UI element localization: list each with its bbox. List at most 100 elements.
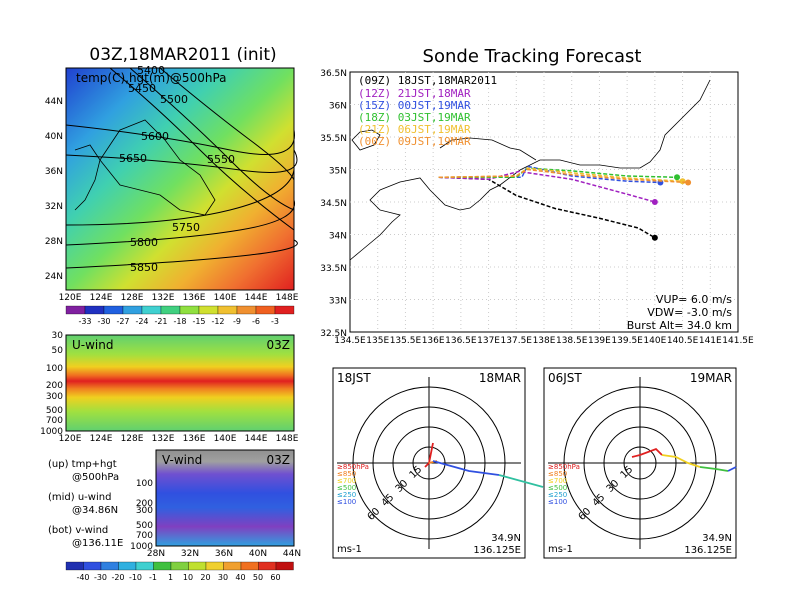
vwind-time: 03Z (267, 453, 291, 467)
level-legend-item: ≤700 (548, 477, 567, 485)
level-legend-item: ≤850 (337, 470, 356, 478)
run-legend-item: (00Z) 09JST,19MAR (358, 135, 471, 148)
level-tick-label: 500 (46, 406, 63, 416)
colorbar-swatch (179, 305, 200, 315)
level-tick-label: 1000 (130, 542, 153, 552)
level-tick-label: 500 (136, 521, 153, 531)
wind-colorbar: -40 -30 -20 -10 -1 1 10 20 30 40 50 60 (65, 561, 294, 582)
run-header: (09Z) 18JST,18MAR2011 (358, 74, 497, 87)
track-endpoint (685, 179, 692, 186)
colorbar-label: -24 (135, 317, 148, 326)
level-tick-label: 300 (136, 506, 153, 516)
lon-tick-label: 134.5E (334, 336, 366, 346)
lon-tick-label: 144E (245, 293, 268, 303)
lat-tick-label: 32N (181, 549, 199, 559)
lat-tick-label: 34.5N (320, 199, 347, 209)
legend-bot: (bot) v-wind (48, 525, 108, 536)
lon-tick-label: 139E (588, 336, 611, 346)
colorbar-label: -10 (129, 573, 142, 582)
colorbar-swatch (141, 305, 162, 315)
track-series (438, 165, 692, 241)
colorbar-label: 30 (218, 573, 228, 582)
temperature-map: temp(C),hgt(m)@500hPa 5400 5450 5500 555… (45, 64, 299, 303)
lon-tick-label: 140.5E (667, 336, 699, 346)
lat-tick-label: 28N (147, 549, 165, 559)
wind-profile-line (727, 466, 737, 472)
colorbar-label: -30 (94, 573, 107, 582)
wind-profile-line (699, 466, 729, 472)
colorbar-label: 40 (235, 573, 245, 582)
lon-tick-label: 120E (59, 293, 82, 303)
colorbar-label: -33 (78, 317, 91, 326)
lon-tick-label: 138.5E (556, 336, 588, 346)
lat-tick-label: 36N (45, 167, 63, 177)
lon-tick-label: 136E (183, 293, 206, 303)
level-tick-label: 50 (52, 346, 64, 356)
colorbar-label: -21 (154, 317, 167, 326)
level-tick-label: 200 (136, 499, 153, 509)
colorbar-swatch (160, 305, 181, 315)
colorbar-swatch (240, 561, 259, 571)
colorbar-label: -3 (271, 317, 279, 326)
level-tick-label: 100 (46, 364, 63, 374)
contour-label: 5550 (207, 153, 235, 166)
legend-up: (up) tmp+hgt (48, 459, 117, 470)
track-endpoint (679, 178, 686, 185)
track-lon-ticks: 134.5E 135E 135.5E 136E 136.5E 137E 137.5E 138E… (334, 336, 754, 346)
contour-label: 5750 (172, 221, 200, 234)
colorbar-label: -20 (111, 573, 124, 582)
lat-tick-label: 44N (283, 549, 301, 559)
lat-tick-label: 36N (215, 549, 233, 559)
wind-profile-line (432, 460, 500, 476)
colorbar-label: 10 (183, 573, 193, 582)
lat-tick-label: 40N (45, 132, 63, 142)
level-tick-label: 100 (136, 479, 153, 489)
level-tick-label: 1000 (40, 427, 63, 437)
level-legend-item: ≥850hPa (548, 463, 580, 471)
info-burst: Burst Alt= 34.0 km (627, 319, 732, 332)
lon-tick-label: 137E (477, 336, 500, 346)
lon-tick-label: 141E (699, 336, 722, 346)
info-vdw: VDW= -3.0 m/s (647, 306, 732, 319)
polar-left-date: 18MAR (479, 371, 521, 385)
lat-tick-label: 32N (45, 202, 63, 212)
contour-label: 5650 (119, 152, 147, 165)
lon-tick-label: 138E (533, 336, 556, 346)
uwind-lon-ticks: 120E 124E 128E 132E 136E 140E 144E 148E (59, 434, 299, 444)
colorbar-swatch (236, 305, 257, 315)
lat-tick-label: 28N (45, 237, 63, 247)
run-legend-item: (18Z) 03JST,19MAR (358, 111, 471, 124)
lat-tick-label: 34N (329, 232, 347, 242)
info-vup: VUP= 6.0 m/s (656, 293, 732, 306)
polar-right-unit: ms-1 (548, 544, 573, 555)
level-legend-item: ≥850hPa (337, 463, 369, 471)
level-legend-item: ≤100 (548, 498, 567, 506)
coastline (439, 137, 537, 161)
polar-left-unit: ms-1 (337, 544, 362, 555)
lon-tick-label: 140E (214, 293, 237, 303)
vwind-label: V-wind (162, 453, 202, 467)
wind-profile-line (498, 474, 544, 488)
left-title: 03Z,18MAR2011 (init) (89, 45, 276, 65)
lon-tick-label: 128E (121, 434, 144, 444)
polar-right-date: 19MAR (690, 371, 732, 385)
colorbar-swatch (205, 561, 224, 571)
polar-right-coord1: 34.9N (702, 533, 732, 544)
contour-labels: 5400 5450 5500 5550 5600 5650 5750 5800 … (119, 64, 235, 274)
lat-tick-label: 36N (329, 102, 347, 112)
contour-label: 5450 (128, 82, 156, 95)
level-legend-item: ≤500 (337, 484, 356, 492)
colorbar-swatch (118, 561, 137, 571)
contour-label: 5600 (141, 130, 169, 143)
legend-mid: (mid) u-wind (48, 492, 111, 503)
track-line (438, 167, 678, 179)
colorbar-swatch (170, 561, 189, 571)
lon-tick-label: 135.5E (390, 336, 422, 346)
vwind-lat-ticks: 28N 32N 36N 40N 44N (147, 549, 301, 559)
level-legend-item: ≤500 (548, 484, 567, 492)
map-lat-ticks: 44N 40N 36N 32N 28N 24N (45, 97, 63, 282)
